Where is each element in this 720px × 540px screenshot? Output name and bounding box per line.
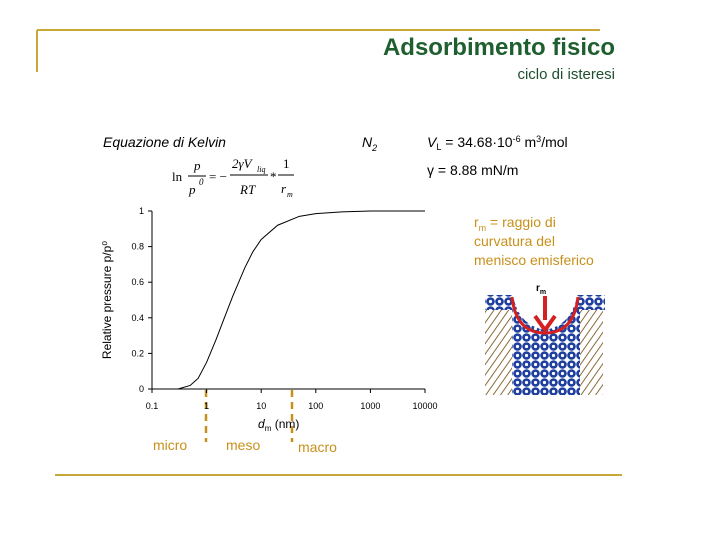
vl-exp: -6 — [513, 134, 521, 144]
eq-text: = − — [209, 169, 227, 184]
eq-text: 2γV — [232, 156, 254, 171]
x-tick-label: 100 — [308, 401, 323, 411]
eq-text: ln — [172, 169, 183, 184]
eq-text: * — [270, 169, 277, 184]
diagram-symbol: r — [536, 283, 540, 294]
diagram-sub: m — [540, 289, 546, 296]
pore-fill — [485, 295, 605, 395]
decor — [36, 29, 622, 476]
y-tick-label: 0.8 — [131, 242, 144, 252]
region-label: micro — [153, 437, 187, 453]
eq-text: m — [287, 190, 293, 199]
x-axis-label: dm (nm) — [258, 417, 299, 433]
x-label-sub: m — [265, 424, 272, 433]
note: rm = raggio di — [474, 214, 556, 233]
note-line: menisco emisferico — [474, 252, 594, 268]
eq-text: p — [188, 182, 196, 197]
diagram-label: rm — [536, 283, 546, 296]
region-label: macro — [298, 439, 337, 455]
gas-sub: 2 — [371, 143, 377, 153]
vl-text: = 34.68·10 — [441, 134, 512, 150]
vl-unit: m — [521, 134, 537, 150]
y-axis-label: Relative pressure p/p⁰ — [100, 241, 114, 359]
eq-text: RT — [239, 182, 256, 197]
x-tick-label: 10000 — [412, 401, 437, 411]
vl-unit-exp: 3 — [536, 134, 541, 144]
gamma-constant: γ = 8.88 mN/m — [427, 162, 518, 178]
gas: N2 — [362, 134, 377, 153]
y-tick-label: 1 — [139, 206, 144, 216]
y-tick-label: 0 — [139, 384, 144, 394]
x-tick-label: 1000 — [360, 401, 380, 411]
wall — [485, 310, 515, 395]
x-label-unit: (nm) — [271, 417, 299, 431]
x-tick-label: 10 — [256, 401, 266, 411]
note-line: curvatura del — [474, 233, 555, 249]
y-tick-label: 0.6 — [131, 277, 144, 287]
vl-unit-rest: /mol — [541, 134, 567, 150]
note-symbol: r — [474, 214, 479, 230]
eq-text: r — [281, 181, 287, 196]
subtitle: ciclo di isteresi — [517, 66, 615, 83]
eq-text: p — [193, 158, 201, 173]
note-line: = raggio di — [486, 214, 556, 230]
arrow — [533, 314, 557, 334]
y-tick-label: 0.2 — [131, 348, 144, 358]
plot: 0 0.2 0.4 0.6 0.8 1 0.1 1 10 100 1000 10000 — [131, 206, 437, 411]
title: Adsorbimento fisico — [383, 34, 615, 61]
y-tick-label: 0.4 — [131, 313, 144, 323]
vl-v: V — [427, 134, 438, 150]
region-label: meso — [226, 437, 260, 453]
equation: ln p p 0 = − 2γV liq RT * 1 r m — [172, 156, 294, 199]
x-tick-label: 1 — [204, 401, 209, 411]
eq-text: 0 — [199, 177, 204, 187]
gas-symbol: N — [362, 134, 373, 150]
note-sub: m — [479, 223, 487, 233]
x-tick-label: 0.1 — [146, 401, 159, 411]
vl-sub: L — [436, 142, 441, 152]
kelvin-label: Equazione di Kelvin — [103, 134, 226, 150]
eq-text: liq — [257, 165, 265, 174]
x-label-main: d — [258, 417, 265, 431]
data-line — [177, 210, 425, 390]
region-markers — [204, 390, 294, 442]
vl-constant: VL = 34.68·10-6 m3/mol — [427, 134, 568, 152]
eq-text: 1 — [283, 156, 290, 171]
pore-diagram: rm — [485, 283, 605, 395]
